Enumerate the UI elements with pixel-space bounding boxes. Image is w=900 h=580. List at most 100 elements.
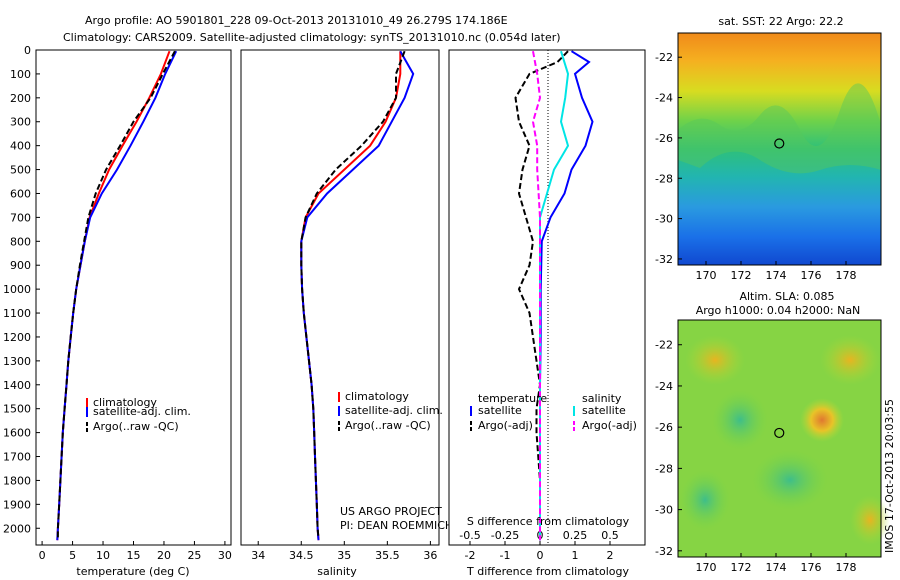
map-lat-tick-label: -24	[655, 92, 673, 105]
sla-map-title-1: Altim. SLA: 0.085	[739, 290, 834, 303]
salinity-legend-argo: Argo(..raw -QC)	[345, 419, 431, 432]
difference-plot-frame	[448, 49, 646, 546]
map-lat-tick-label: -30	[655, 504, 673, 517]
difference-x-tick-label: 1	[572, 549, 579, 562]
map-lon-tick-label: 170	[696, 561, 717, 574]
map-lat-tick-label: -24	[655, 380, 673, 393]
depth-tick-label: 1200	[3, 331, 31, 344]
legend-temperature-title: temperature	[478, 392, 547, 405]
salinity-x-ticks: 34 34.5 35 35.5 36	[251, 541, 437, 562]
salinity-plot-frame	[240, 49, 440, 546]
sla-map-ticks: 170 172 174 176 178 -22 -24 -26 -28 -30 -32	[655, 339, 856, 574]
difference-x-tick-label: -1	[500, 549, 511, 562]
difference-legend: temperature satellite Argo(-adj) salinit…	[470, 392, 637, 432]
sst-map-field	[678, 33, 881, 265]
salinity-legend-climatology: climatology	[345, 390, 409, 403]
temperature-legend-climatology: climatology	[93, 396, 157, 409]
sst-map-ticks: 170 172 174 176 178 -22 -24 -26 -28 -30 -32	[655, 51, 856, 282]
temperature-legend: climatology satellite-adj. clim. Argo(..…	[86, 396, 191, 433]
map-lon-tick-label: 170	[696, 269, 717, 282]
map-lon-tick-label: 174	[766, 269, 787, 282]
map-lon-tick-label: 178	[836, 561, 857, 574]
map-lat-tick-label: -26	[655, 421, 673, 434]
temperature-x-tick-label: 10	[96, 549, 110, 562]
temperature-x-tick-label: 20	[157, 549, 171, 562]
depth-tick-label: 1000	[3, 283, 31, 296]
depth-tick-label: 2000	[3, 522, 31, 535]
salinity-lines	[300, 50, 415, 541]
depth-tick-label: 800	[10, 235, 31, 248]
salinity-x-tick-label: 34	[251, 549, 265, 562]
depth-tick-label: 1500	[3, 403, 31, 416]
salinity-panel: 34 34.5 35 35.5 36 salinity climatology sate…	[240, 49, 453, 578]
map-lat-tick-label: -22	[655, 339, 673, 352]
map-lon-tick-label: 174	[766, 561, 787, 574]
map-lon-tick-label: 178	[836, 269, 857, 282]
s-difference-label: S difference from climatology	[467, 515, 630, 528]
temperature-x-tick-label: 5	[69, 549, 76, 562]
difference-x-tick-label: 2	[607, 549, 614, 562]
legend-temperature-argo: Argo(-adj)	[478, 419, 533, 432]
depth-axis-ticks: 0 100 200 300 400 500 600 700 800 900 1000 1100 1200…	[3, 44, 40, 535]
depth-tick-label: 100	[10, 68, 31, 81]
map-lon-tick-label: 172	[731, 561, 752, 574]
depth-tick-label: 1100	[3, 307, 31, 320]
temperature-panel: 0100200300400500600700800900100011001200…	[3, 44, 232, 578]
salinity-legend-satellite: satellite-adj. clim.	[345, 404, 443, 417]
map-lat-tick-label: -32	[655, 253, 673, 266]
series-line	[514, 50, 569, 541]
temperature-x-tick-label: 0	[39, 549, 46, 562]
depth-tick-label: 600	[10, 187, 31, 200]
t-difference-label: T difference from climatology	[466, 565, 629, 578]
depth-tick-label: 200	[10, 92, 31, 105]
legend-salinity-argo: Argo(-adj)	[582, 419, 637, 432]
title-line-1: Argo profile: AO 5901801_228 09-Oct-2013…	[85, 14, 508, 27]
depth-tick-label: 1800	[3, 474, 31, 487]
map-lat-tick-label: -30	[655, 213, 673, 226]
difference-panel: -2 -1 0 1 2 -0.5 -0.25 0 0.25 0.5 S difference f…	[448, 49, 646, 578]
difference-x-tick-label: 0	[537, 549, 544, 562]
salinity-x-tick-label: 34.5	[289, 549, 314, 562]
depth-tick-label: 0	[24, 44, 31, 57]
temperature-legend-argo: Argo(..raw -QC)	[93, 420, 179, 433]
series-line	[300, 50, 406, 538]
sst-argo-marker	[774, 138, 785, 149]
salinity-x-label: salinity	[317, 565, 357, 578]
map-lat-tick-label: -32	[655, 545, 673, 558]
temperature-x-tick-label: 25	[187, 549, 201, 562]
sst-map-title: sat. SST: 22 Argo: 22.2	[718, 15, 843, 28]
difference-lines	[514, 50, 594, 541]
map-lon-tick-label: 176	[801, 561, 822, 574]
difference-s-ticks: -0.5 -0.25 0 0.25 0.5	[459, 529, 618, 542]
salinity-legend: climatology satellite-adj. clim. Argo(..…	[338, 390, 443, 432]
depth-tick-label: 1400	[3, 379, 31, 392]
s-difference-tick-label: 0.5	[601, 529, 619, 542]
series-line	[531, 51, 542, 541]
temperature-x-tick-label: 30	[218, 549, 232, 562]
map-lat-tick-label: -22	[655, 51, 673, 64]
s-difference-tick-label: -0.25	[491, 529, 519, 542]
map-lat-tick-label: -28	[655, 462, 673, 475]
difference-x-ticks: -2 -1 0 1 2	[465, 541, 614, 562]
map-lat-tick-label: -26	[655, 132, 673, 145]
depth-tick-label: 500	[10, 164, 31, 177]
s-difference-tick-label: 0.25	[563, 529, 588, 542]
depth-tick-label: 1900	[3, 498, 31, 511]
temperature-x-label: temperature (deg C)	[76, 565, 189, 578]
s-difference-tick-label: -0.5	[459, 529, 480, 542]
salinity-x-tick-label: 36	[423, 549, 437, 562]
temperature-plot-frame	[35, 49, 232, 546]
temperature-legend-satellite: satellite-adj. clim.	[93, 405, 191, 418]
sla-map-title-2: Argo h1000: 0.04 h2000: NaN	[696, 304, 861, 317]
legend-temperature-satellite: satellite	[478, 404, 522, 417]
project-annotation: US ARGO PROJECT	[340, 505, 442, 518]
difference-x-tick-label: -2	[465, 549, 476, 562]
salinity-x-tick-label: 35.5	[375, 549, 400, 562]
legend-salinity-title: salinity	[582, 392, 622, 405]
temperature-x-tick-label: 15	[127, 549, 141, 562]
imos-timestamp: IMOS 17-Oct-2013 20:03:55	[883, 399, 896, 553]
pi-annotation: PI: DEAN ROEMMICH	[340, 519, 453, 532]
depth-tick-label: 1600	[3, 427, 31, 440]
sst-map-front	[678, 83, 881, 174]
